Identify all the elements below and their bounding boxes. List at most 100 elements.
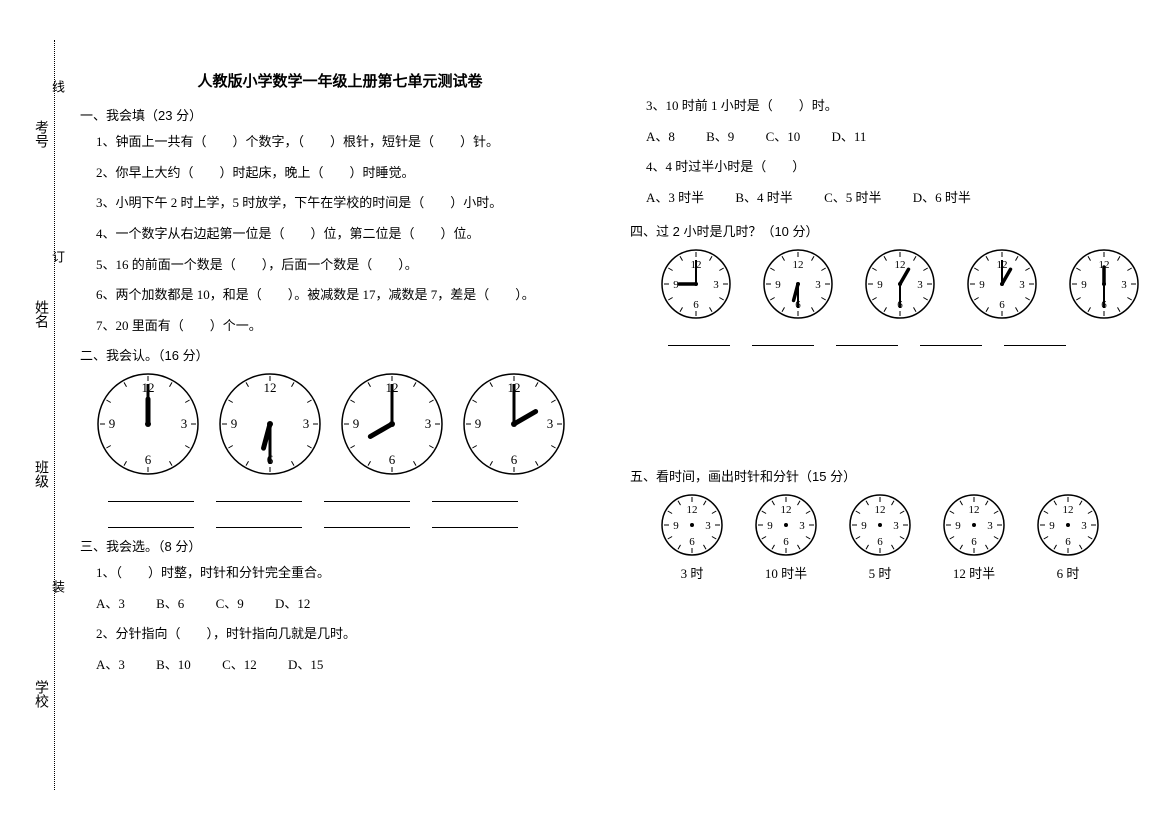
- svg-text:3: 3: [181, 416, 188, 431]
- answer-blank[interactable]: [432, 486, 518, 502]
- opt: A、3: [96, 596, 125, 611]
- binding-label: 学校: [30, 680, 50, 708]
- opt: D、15: [288, 657, 323, 672]
- svg-text:12: 12: [969, 504, 980, 516]
- page-content: 人教版小学数学一年级上册第七单元测试卷 一、我会填（23 分） 1、钟面上一共有…: [80, 70, 1160, 682]
- svg-text:12: 12: [895, 259, 906, 271]
- section5-heading: 五、看时间，画出时针和分针（15 分）: [630, 466, 1150, 485]
- svg-text:3: 3: [987, 520, 993, 532]
- q1-1: 1、钟面上一共有（ ）个数字，（ ）根针，短针是（ ）针。: [96, 130, 600, 155]
- svg-text:12: 12: [875, 504, 886, 516]
- svg-text:9: 9: [109, 416, 116, 431]
- svg-text:3: 3: [425, 416, 432, 431]
- svg-text:6: 6: [389, 452, 396, 467]
- answer-blank[interactable]: [324, 512, 410, 528]
- svg-text:9: 9: [231, 416, 238, 431]
- svg-text:9: 9: [775, 279, 781, 291]
- q3-4: 4、4 时过半小时是（ ）: [646, 155, 1150, 180]
- svg-text:12: 12: [1063, 504, 1074, 516]
- opt: C、10: [766, 129, 801, 144]
- svg-text:3: 3: [705, 520, 711, 532]
- svg-text:9: 9: [475, 416, 482, 431]
- svg-text:3: 3: [799, 520, 805, 532]
- clock-label: 3 时: [660, 563, 724, 582]
- exam-title: 人教版小学数学一年级上册第七单元测试卷: [80, 70, 600, 91]
- clock: 12369: [340, 372, 444, 476]
- opt: C、5 时半: [824, 190, 881, 205]
- q3-4-opts: A、3 时半 B、4 时半 C、5 时半 D、6 时半: [646, 186, 1150, 211]
- answer-blank[interactable]: [668, 330, 730, 346]
- answer-blank[interactable]: [108, 486, 194, 502]
- section2-blanks-row2: [108, 512, 600, 528]
- q3-3-opts: A、8 B、9 C、10 D、11: [646, 125, 1150, 150]
- answer-blank[interactable]: [836, 330, 898, 346]
- opt: D、12: [275, 596, 310, 611]
- opt: C、9: [216, 596, 244, 611]
- answer-blank[interactable]: [1004, 330, 1066, 346]
- q3-2-opts: A、3 B、10 C、12 D、15: [96, 653, 600, 678]
- clock: 12369: [762, 248, 834, 320]
- svg-text:12: 12: [687, 504, 698, 516]
- section4-heading: 四、过 2 小时是几时？（10 分）: [630, 221, 1150, 240]
- section2-clocks: 12369123691236912369: [96, 372, 600, 476]
- svg-text:6: 6: [1065, 536, 1071, 548]
- svg-text:9: 9: [979, 279, 985, 291]
- clock: 123695 时: [848, 493, 912, 582]
- section2-blanks: [108, 486, 600, 502]
- opt: A、3: [96, 657, 125, 672]
- section2-heading: 二、我会认。（16 分）: [80, 345, 600, 364]
- binding-mark: 线: [48, 80, 67, 93]
- clock: 1236912 时半: [942, 493, 1006, 582]
- q3-3: 3、10 时前 1 小时是（ ）时。: [646, 94, 1150, 119]
- q1-3: 3、小明下午 2 时上学，5 时放学，下午在学校的时间是（ ）小时。: [96, 191, 600, 216]
- answer-blank[interactable]: [324, 486, 410, 502]
- clock: 12369: [218, 372, 322, 476]
- opt: A、3 时半: [646, 190, 704, 205]
- q3-1-opts: A、3 B、6 C、9 D、12: [96, 592, 600, 617]
- svg-text:6: 6: [693, 299, 699, 311]
- binding-margin: 考号 姓名 班级 学校 线 订 装: [30, 40, 60, 790]
- svg-text:12: 12: [793, 259, 804, 271]
- answer-blank[interactable]: [216, 512, 302, 528]
- svg-text:12: 12: [781, 504, 792, 516]
- section4-clocks: 1236912369123691236912369: [660, 248, 1150, 320]
- q3-1: 1、（ ）时整，时针和分针完全重合。: [96, 561, 600, 586]
- binding-label: 姓名: [30, 300, 50, 328]
- svg-text:6: 6: [783, 536, 789, 548]
- clock: 12369: [966, 248, 1038, 320]
- q1-4: 4、一个数字从右边起第一位是（ ）位，第二位是（ ）位。: [96, 222, 600, 247]
- clock: 12369: [1068, 248, 1140, 320]
- answer-blank[interactable]: [432, 512, 518, 528]
- svg-text:6: 6: [145, 452, 152, 467]
- svg-text:3: 3: [303, 416, 310, 431]
- binding-label: 班级: [30, 460, 50, 488]
- binding-mark: 装: [48, 580, 67, 593]
- svg-text:3: 3: [1121, 279, 1127, 291]
- clock: 12369: [462, 372, 566, 476]
- svg-text:3: 3: [1019, 279, 1025, 291]
- svg-text:12: 12: [264, 380, 277, 395]
- svg-text:9: 9: [955, 520, 961, 532]
- svg-text:6: 6: [999, 299, 1005, 311]
- right-column: 3、10 时前 1 小时是（ ）时。 A、8 B、9 C、10 D、11 4、4…: [630, 70, 1150, 682]
- clock-label: 10 时半: [754, 563, 818, 582]
- left-column: 人教版小学数学一年级上册第七单元测试卷 一、我会填（23 分） 1、钟面上一共有…: [80, 70, 600, 682]
- opt: B、4 时半: [735, 190, 792, 205]
- opt: D、11: [831, 129, 866, 144]
- q1-5: 5、16 的前面一个数是（ ），后面一个数是（ ）。: [96, 253, 600, 278]
- q3-2: 2、分针指向（ ），时针指向几就是几时。: [96, 622, 600, 647]
- svg-text:3: 3: [815, 279, 821, 291]
- svg-text:9: 9: [353, 416, 360, 431]
- answer-blank[interactable]: [920, 330, 982, 346]
- svg-text:9: 9: [767, 520, 773, 532]
- binding-dotline: [54, 40, 55, 790]
- answer-blank[interactable]: [216, 486, 302, 502]
- clock-label: 5 时: [848, 563, 912, 582]
- svg-text:3: 3: [1081, 520, 1087, 532]
- clock: 12369: [96, 372, 200, 476]
- svg-text:3: 3: [713, 279, 719, 291]
- binding-mark: 订: [48, 250, 67, 263]
- opt: C、12: [222, 657, 257, 672]
- answer-blank[interactable]: [752, 330, 814, 346]
- answer-blank[interactable]: [108, 512, 194, 528]
